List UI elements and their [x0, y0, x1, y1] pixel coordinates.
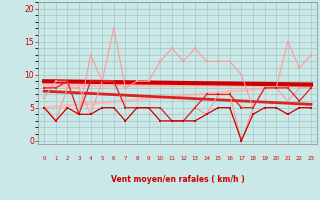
X-axis label: Vent moyen/en rafales ( km/h ): Vent moyen/en rafales ( km/h )	[111, 175, 244, 184]
